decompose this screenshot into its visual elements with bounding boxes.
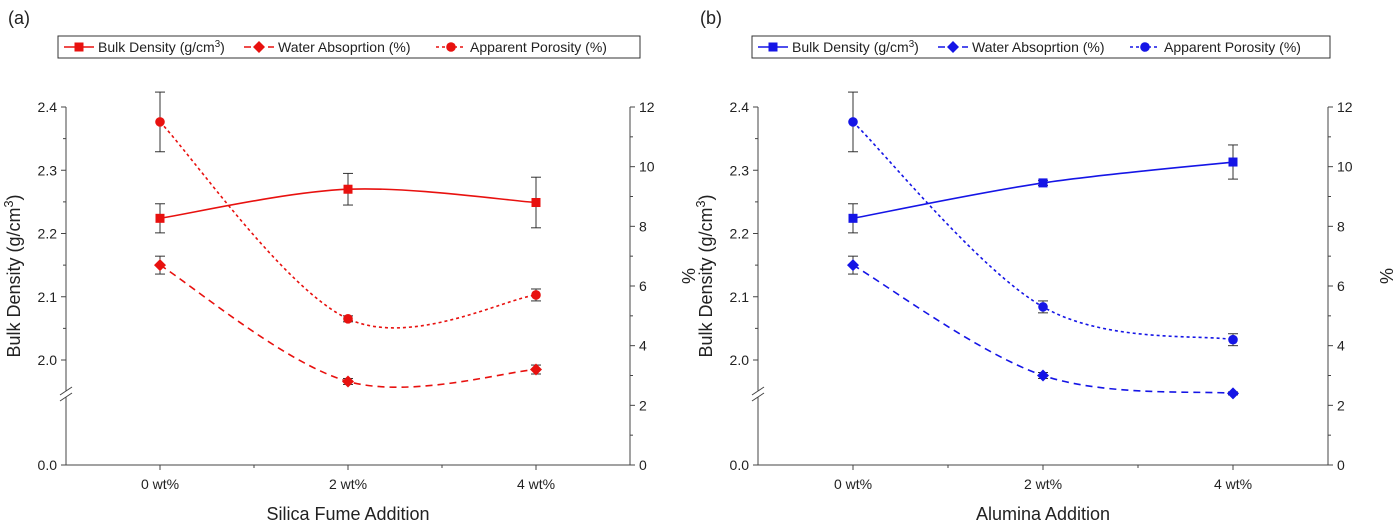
y2-axis-title: %: [1376, 268, 1395, 284]
legend-label: Water Absoprtion (%): [972, 39, 1105, 55]
y-tick-label: 0.0: [730, 457, 750, 473]
x-tick-label: 2 wt%: [329, 476, 367, 492]
data-point: [531, 290, 541, 300]
legend-box: [57, 35, 641, 59]
legend-item: Bulk Density (g/cm3): [758, 39, 919, 56]
data-point: [1228, 157, 1238, 167]
data-point: [154, 259, 166, 272]
x-tick-label: 4 wt%: [517, 476, 555, 492]
data-point: [848, 213, 858, 223]
panel-label: (a): [8, 8, 30, 28]
data-point: [847, 259, 859, 272]
legend-label: Apparent Porosity (%): [470, 39, 607, 55]
legend-marker: [1140, 42, 1150, 52]
y2-tick-label: 12: [639, 99, 655, 115]
data-point: [1227, 387, 1239, 400]
y-tick-label: 2.2: [730, 226, 750, 242]
data-point: [343, 184, 353, 194]
legend: Bulk Density (g/cm3) Water Absoprtion (%)…: [751, 35, 1331, 59]
data-point: [531, 198, 541, 208]
y-tick-label: 2.3: [730, 162, 750, 178]
y2-tick-label: 6: [639, 278, 647, 294]
y2-tick-label: 0: [1337, 457, 1345, 473]
y2-tick-label: 2: [639, 397, 647, 413]
y2-tick-label: 6: [1337, 278, 1345, 294]
series: [848, 91, 1238, 347]
x-axis-title: Silica Fume Addition: [266, 504, 429, 524]
data-point: [1228, 334, 1238, 345]
data-point: [155, 117, 165, 127]
y-tick-label: 2.3: [38, 162, 58, 178]
y-tick-label: 2.0: [38, 352, 58, 368]
series-line: [159, 121, 537, 329]
data-point: [1038, 178, 1048, 188]
legend-item: Water Absoprtion (%): [244, 39, 411, 55]
y2-tick-label: 0: [639, 457, 647, 473]
y-tick-label: 2.1: [730, 289, 750, 305]
axis-break-mark: [751, 386, 765, 396]
legend-marker: [947, 41, 959, 53]
axis-break-mark: [59, 386, 73, 396]
legend-item: Bulk Density (g/cm3): [64, 39, 225, 56]
x-tick-label: 0 wt%: [834, 476, 872, 492]
x-tick-label: 2 wt%: [1024, 476, 1062, 492]
y2-tick-label: 12: [1337, 99, 1353, 115]
y2-tick-label: 4: [639, 338, 647, 354]
legend-marker: [768, 42, 778, 52]
legend-item: Apparent Porosity (%): [436, 39, 607, 55]
data-point: [848, 117, 858, 127]
y2-tick-label: 4: [1337, 338, 1345, 354]
data-point: [343, 314, 353, 324]
y-tick-label: 2.4: [730, 99, 750, 115]
y2-tick-label: 10: [639, 159, 655, 175]
data-point: [1037, 369, 1049, 382]
panel-label: (b): [700, 8, 722, 28]
legend-marker: [74, 42, 84, 52]
legend-marker: [253, 41, 265, 53]
legend-marker: [446, 42, 456, 52]
panel-b: (b) Bulk Density (g/cm3) Water Absoprtion …: [694, 8, 1395, 524]
y2-axis-title: %: [678, 268, 698, 284]
series: [848, 144, 1238, 234]
legend-item: Water Absoprtion (%): [938, 39, 1105, 55]
axis-break-mark: [59, 392, 73, 402]
x-tick-label: 0 wt%: [141, 476, 179, 492]
series: [155, 172, 541, 234]
y-tick-label: 2.0: [730, 352, 750, 368]
data-point: [1038, 302, 1048, 312]
legend-label: Water Absoprtion (%): [278, 39, 411, 55]
y2-tick-label: 2: [1337, 397, 1345, 413]
legend-box: [751, 35, 1331, 59]
legend-label: Apparent Porosity (%): [1164, 39, 1301, 55]
series: [154, 255, 542, 388]
data-point: [342, 375, 354, 388]
x-axis-title: Alumina Addition: [976, 504, 1110, 524]
legend-label: Bulk Density (g/cm3): [98, 39, 225, 56]
series: [847, 255, 1239, 400]
legend-item: Apparent Porosity (%): [1130, 39, 1301, 55]
y2-tick-label: 8: [639, 218, 647, 234]
series: [155, 91, 541, 329]
legend-label: Bulk Density (g/cm3): [792, 39, 919, 56]
series-line: [159, 264, 537, 388]
data-point: [155, 213, 165, 223]
y-axis-title: Bulk Density (g/cm3): [2, 194, 24, 357]
y-axis-title: Bulk Density (g/cm3): [694, 194, 716, 357]
panel-a: (a) Bulk Density (g/cm3) Water Absoprtion …: [2, 8, 698, 524]
y2-tick-label: 8: [1337, 218, 1345, 234]
series-line: [852, 161, 1234, 220]
y-tick-label: 2.4: [38, 99, 58, 115]
y2-tick-label: 10: [1337, 159, 1353, 175]
y-tick-label: 2.1: [38, 289, 58, 305]
x-tick-label: 4 wt%: [1214, 476, 1252, 492]
data-point: [530, 363, 542, 376]
axis-break-mark: [751, 392, 765, 402]
y-tick-label: 0.0: [38, 457, 58, 473]
legend: Bulk Density (g/cm3) Water Absoprtion (%)…: [57, 35, 641, 59]
y-tick-label: 2.2: [38, 226, 58, 242]
